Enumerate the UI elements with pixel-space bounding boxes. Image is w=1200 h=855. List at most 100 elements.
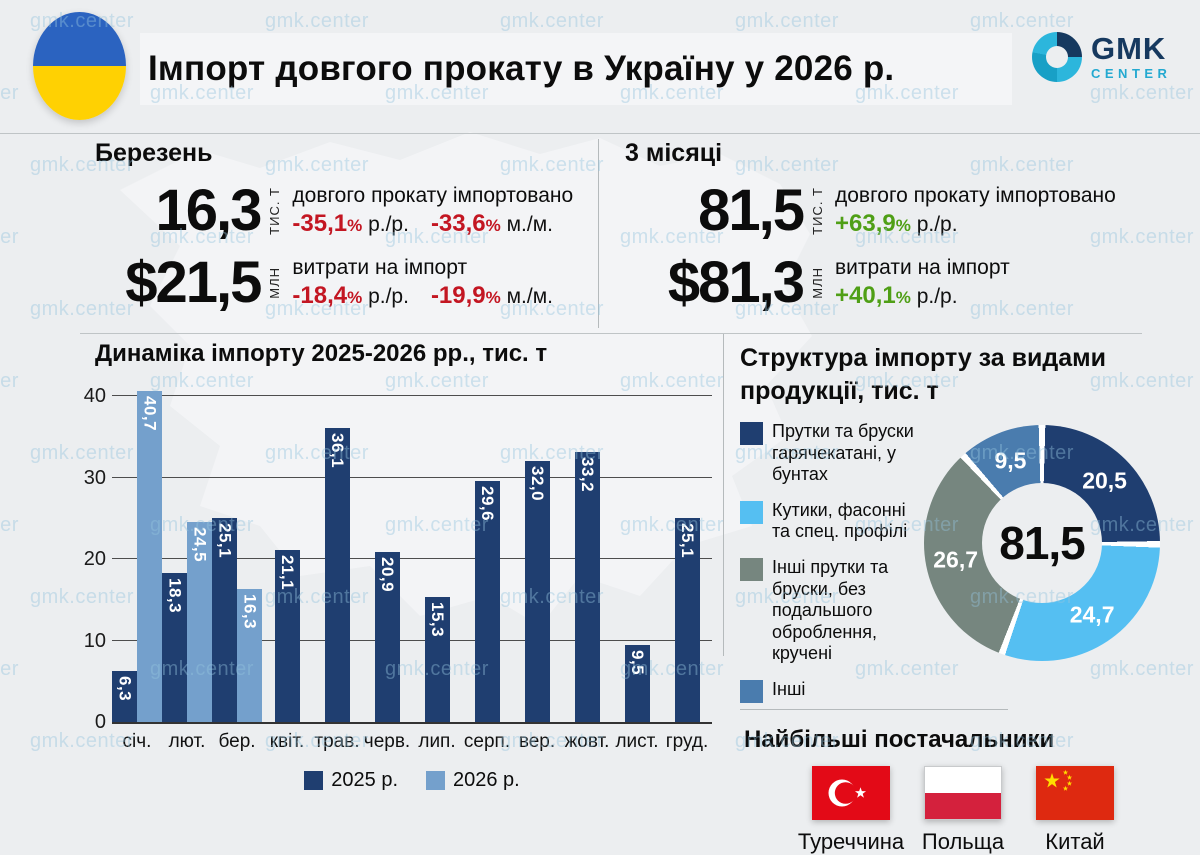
watermark-text: gmk.center (0, 658, 19, 680)
gridline (112, 558, 712, 560)
month-group: 29,6 (462, 384, 512, 722)
bar-chart-title: Динаміка імпорту 2025-2026 рр., тис. т (95, 340, 548, 367)
x-axis-label: лют. (168, 731, 206, 752)
donut-legend-swatch (740, 500, 763, 524)
infographic-page: { "watermark": {"text": "gmk.center"}, "… (0, 10, 1200, 854)
bar-value-label: 36,1 (328, 432, 347, 469)
stat-value: 81,5 (698, 178, 805, 243)
divider-stats (598, 139, 599, 328)
donut-slice-label: 26,7 (933, 546, 979, 573)
stat-desc-block: довгого прокату імпортовано +63,9% р./р. (835, 183, 1116, 239)
donut-legend-item: Кутики, фасонні та спец. профілі (740, 500, 924, 543)
stat-unit: тис. т (267, 187, 283, 235)
gmk-logo-icon (1032, 32, 1082, 82)
supplier-name: Китай (1045, 828, 1105, 854)
bar-chart-plot: 0 10 20 30 40 6,3 40,7 18,3 24,5 25,1 16,3 21,1 36,1… (84, 384, 712, 733)
stat-row: 16,3 тис. т довгого прокату імпортовано … (95, 182, 575, 240)
bar-chart-legend: 2025 р. 2026 р. (112, 769, 712, 792)
stat-change-mom: -19,9% м./м. (430, 282, 553, 310)
donut-row: Прутки та бруски гарячекатані, у бунтах К… (740, 421, 1160, 703)
donut-chart-title: Структура імпорту за видами продукції, т… (740, 344, 1107, 405)
bar-value-wrap: 6,3 (112, 676, 137, 701)
watermark-text: gmk.center (265, 10, 369, 32)
bar-value-label: 9,5 (628, 649, 647, 675)
month-group: 25,1 (662, 384, 712, 722)
donut-legend-swatch (740, 557, 763, 581)
month-group: 33,2 (562, 384, 612, 722)
stat-change-yoy: -35,1% р./р. (292, 210, 409, 238)
bar-2025: 20,9 (374, 551, 400, 722)
stat-change-yoy: +63,9% р./р. (835, 210, 958, 238)
bar-value-label: 16,3 (240, 594, 260, 630)
watermark-text: gmk.center (0, 226, 19, 248)
bar-value-wrap: 15,3 (425, 602, 450, 637)
legend-label: 2025 р. (331, 769, 398, 791)
x-axis-label: серп. (463, 731, 511, 752)
x-axis-label: трав. (314, 731, 360, 752)
legend-swatch (426, 771, 445, 790)
watermark-text: gmk.center (1090, 82, 1194, 104)
bar-value-wrap: 21,1 (275, 555, 300, 590)
stat-block-march: Березень 16,3 тис. т довгого прокату імп… (95, 139, 575, 312)
supplier-item: Туреччина (798, 765, 904, 855)
donut-hole: 81,5 (982, 483, 1102, 603)
bar-value-label: 32,0 (528, 466, 547, 502)
bar-2025: 32,0 (524, 461, 550, 722)
stat-value: $21,5 (125, 250, 262, 315)
divider-stats-bottom (80, 333, 1142, 334)
donut-legend-item: Інші (740, 679, 924, 703)
stat-value: 16,3 (155, 178, 263, 243)
divider-panels (723, 334, 724, 656)
suppliers-row: Туреччина Польща Китай (798, 765, 1160, 855)
bar-value-label: 40,7 (140, 395, 160, 431)
bar-value-wrap: 20,9 (375, 557, 400, 592)
watermark-text: gmk.center (735, 10, 839, 32)
stat-changes: +40,1% р./р. (835, 281, 1010, 311)
month-group: 15,3 (412, 384, 462, 722)
x-axis-label: черв. (363, 731, 411, 752)
gridline (112, 395, 712, 397)
bar-2026: 40,7 (137, 390, 162, 722)
stat-unit: млн (267, 267, 283, 299)
turkey-flag-icon (812, 765, 890, 820)
poland-flag-icon (924, 765, 1002, 820)
x-axis-labels: січ. лют. бер. квіт. трав. черв. лип. серп. вер.… (112, 731, 712, 753)
bar-2025: 33,2 (574, 451, 600, 722)
stat-change-yoy: -18,4% р./р. (292, 282, 409, 310)
divider-header (0, 133, 1200, 134)
y-axis-label: 20 (83, 548, 106, 571)
donut-legend-item: Прутки та бруски гарячекатані, у бунтах (740, 421, 924, 486)
stat-row: $81,3 млн витрати на імпорт +40,1% р./р. (625, 254, 1125, 312)
bar-value-label: 29,6 (478, 485, 497, 522)
watermark-text: gmk.center (0, 370, 19, 392)
stat-row: 81,5 тис. т довгого прокату імпортовано … (625, 182, 1125, 240)
bar-value-label: 33,2 (578, 456, 597, 492)
supplier-item: Китай (1036, 765, 1114, 855)
x-axis-label: квіт. (269, 731, 305, 752)
month-group: 36,1 (312, 384, 362, 722)
stat-desc-block: довгого прокату імпортовано -35,1% р./р.… (292, 183, 575, 239)
x-axis-label: жовт. (564, 731, 610, 752)
stat-change-yoy: +40,1% р./р. (835, 282, 958, 310)
y-axis-label: 10 (83, 629, 106, 652)
bar-chart-section: Динаміка імпорту 2025-2026 рр., тис. т 0… (80, 340, 728, 792)
suppliers-heading: Найбільші постачальники (744, 725, 1055, 753)
stat-desc: довгого прокату імпортовано (292, 183, 574, 207)
bar-2025: 25,1 (674, 517, 700, 722)
bar-2025: 15,3 (424, 597, 450, 722)
bar-2026: 24,5 (187, 522, 212, 722)
bar-2025: 25,1 (212, 517, 237, 722)
donut-legend-label: Інші прутки та бруски, без подальшого об… (772, 556, 889, 664)
divider-suppliers (740, 708, 1008, 710)
x-axis-label: бер. (218, 731, 256, 752)
stat-unit: млн (810, 267, 825, 299)
gridline (112, 639, 712, 641)
supplier-item: Польща (922, 765, 1004, 855)
donut-center-value: 81,5 (999, 517, 1086, 569)
bar-2025: 18,3 (162, 572, 187, 722)
stat-desc-block: витрати на імпорт -18,4% р./р. -19,9% м./… (292, 255, 575, 311)
bar-value-label: 6,3 (115, 675, 135, 701)
supplier-name: Туреччина (797, 828, 905, 854)
donut-slice-label: 20,5 (1082, 467, 1127, 494)
month-group: 6,3 40,7 (112, 384, 162, 722)
